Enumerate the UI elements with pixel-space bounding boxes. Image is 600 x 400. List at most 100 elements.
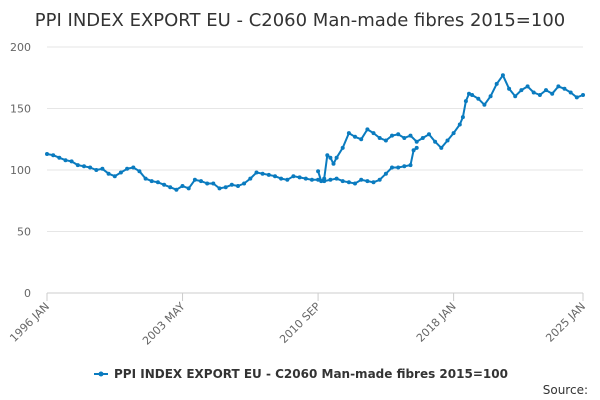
data-point[interactable] [365,127,370,132]
data-point[interactable] [467,91,471,96]
data-point[interactable] [383,171,388,176]
data-point[interactable] [457,122,462,127]
data-point[interactable] [131,165,136,170]
data-point[interactable] [568,90,573,95]
data-point[interactable] [319,179,324,184]
data-point[interactable] [118,170,123,175]
data-point[interactable] [328,155,333,160]
data-point[interactable] [402,164,407,169]
data-point[interactable] [285,177,290,182]
data-point[interactable] [377,136,382,140]
data-point[interactable] [149,179,154,184]
data-point[interactable] [94,168,99,172]
data-point[interactable] [143,176,148,181]
data-point[interactable] [460,115,465,120]
data-point[interactable] [500,73,505,78]
data-point[interactable] [125,166,130,171]
data-point[interactable] [476,96,481,101]
data-point[interactable] [229,182,234,187]
data-point[interactable] [519,88,524,93]
data-point[interactable] [537,93,542,97]
data-point[interactable] [353,181,357,186]
data-point[interactable] [303,176,308,181]
data-point[interactable] [550,91,555,96]
data-point[interactable] [359,137,364,142]
data-point[interactable] [562,86,567,91]
data-point[interactable] [254,170,259,175]
data-point[interactable] [359,177,364,182]
data-point[interactable] [192,177,197,182]
data-point[interactable] [63,158,68,163]
data-point[interactable] [248,176,253,181]
data-point[interactable] [316,177,321,182]
data-point[interactable] [217,186,222,191]
data-point[interactable] [51,153,56,158]
data-point[interactable] [482,102,487,107]
data-point[interactable] [346,131,351,136]
data-point[interactable] [531,90,536,95]
data-point[interactable] [291,174,296,179]
data-point[interactable] [331,161,336,166]
data-point[interactable] [408,133,413,138]
data-point[interactable] [82,164,86,169]
data-point[interactable] [328,177,333,182]
data-point[interactable] [463,99,468,104]
data-point[interactable] [402,136,407,140]
data-point[interactable] [439,145,444,150]
data-point[interactable] [57,155,62,160]
data-point[interactable] [427,132,431,137]
data-point[interactable] [273,174,277,179]
data-point[interactable] [408,163,413,168]
data-point[interactable] [420,136,425,140]
data-point[interactable] [445,138,450,143]
data-point[interactable] [470,93,475,97]
data-point[interactable] [513,94,518,99]
data-point[interactable] [162,182,167,187]
data-point[interactable] [396,165,401,170]
series-line-segment[interactable] [317,74,584,183]
data-point[interactable] [390,133,394,138]
data-point[interactable] [112,174,117,179]
data-point[interactable] [266,172,271,177]
data-point[interactable] [316,169,321,174]
data-point[interactable] [174,187,179,192]
data-point[interactable] [279,176,284,181]
data-point[interactable] [211,181,216,186]
data-point[interactable] [581,93,585,97]
data-point[interactable] [297,175,302,180]
data-point[interactable] [365,179,370,184]
data-point[interactable] [155,180,160,185]
data-point[interactable] [223,185,228,190]
data-point[interactable] [371,131,376,136]
data-point[interactable] [377,177,382,182]
data-point[interactable] [309,177,314,182]
data-point[interactable] [88,165,93,170]
data-point[interactable] [100,166,105,171]
data-point[interactable] [556,84,561,89]
data-point[interactable] [494,81,499,86]
legend[interactable]: PPI INDEX EXPORT EU - C2060 Man-made fib… [94,367,508,381]
data-point[interactable] [433,139,438,144]
data-point[interactable] [325,153,330,158]
data-point[interactable] [180,184,185,188]
data-point[interactable] [168,185,173,190]
data-point[interactable] [390,165,394,170]
data-point[interactable] [236,184,240,188]
data-point[interactable] [414,145,419,150]
data-point[interactable] [322,176,327,181]
data-point[interactable] [260,171,265,176]
data-point[interactable] [451,131,456,136]
data-point[interactable] [383,138,388,143]
data-point[interactable] [574,95,579,100]
data-point[interactable] [137,169,142,174]
data-point[interactable] [544,88,548,93]
data-point[interactable] [525,84,530,89]
data-point[interactable] [75,163,80,168]
data-point[interactable] [106,171,111,176]
data-point[interactable] [346,180,351,185]
data-point[interactable] [396,132,401,137]
data-point[interactable] [242,181,247,186]
data-point[interactable] [334,155,339,160]
data-point[interactable] [45,152,49,156]
data-point[interactable] [353,134,357,139]
